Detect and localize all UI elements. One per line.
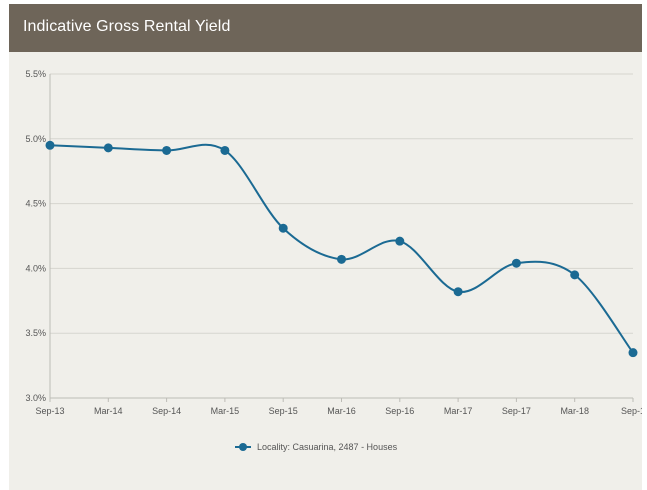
x-tick-label: Mar-17 — [444, 406, 473, 416]
data-point — [453, 287, 463, 297]
y-tick-label: 4.5% — [25, 199, 46, 209]
legend-label: Locality: Casuarina, 2487 - Houses — [257, 442, 398, 452]
x-tick-label: Sep-1 — [621, 406, 642, 416]
data-point — [511, 258, 521, 268]
x-tick-label: Mar-15 — [211, 406, 240, 416]
x-tick-label: Mar-14 — [94, 406, 123, 416]
x-tick-label: Sep-16 — [385, 406, 414, 416]
data-point — [628, 348, 638, 358]
y-tick-label: 4.0% — [25, 263, 46, 273]
series-line — [49, 143, 634, 354]
data-point — [570, 270, 580, 280]
x-tick-label: Sep-17 — [502, 406, 531, 416]
legend-marker — [239, 443, 247, 451]
chart-header: Indicative Gross Rental Yield — [9, 4, 642, 52]
data-point — [162, 145, 172, 155]
line-chart: 3.0% 3.5% 4.0% 4.5% 5.0% 5.5% Sep-13 Mar-14 Sep-… — [25, 69, 642, 452]
data-point — [395, 236, 405, 246]
y-tick-label: 5.5% — [25, 69, 46, 79]
x-tick-label: Mar-16 — [327, 406, 356, 416]
data-point — [220, 145, 230, 155]
y-tick-label: 3.5% — [25, 328, 46, 338]
data-point — [45, 140, 55, 150]
chart-card: Indicative Gross Rental Yield 3.0% 3.5% 4.… — [9, 4, 642, 490]
x-tick-label: Sep-13 — [35, 406, 64, 416]
data-point — [278, 223, 288, 233]
x-tick-label: Sep-14 — [152, 406, 181, 416]
y-tick-label: 3.0% — [25, 393, 46, 403]
chart-title: Indicative Gross Rental Yield — [23, 18, 231, 35]
y-tick-label: 5.0% — [25, 134, 46, 144]
data-point — [103, 143, 113, 153]
data-point — [337, 254, 346, 264]
x-tick-label: Mar-18 — [560, 406, 589, 416]
x-tick-label: Sep-15 — [269, 406, 298, 416]
